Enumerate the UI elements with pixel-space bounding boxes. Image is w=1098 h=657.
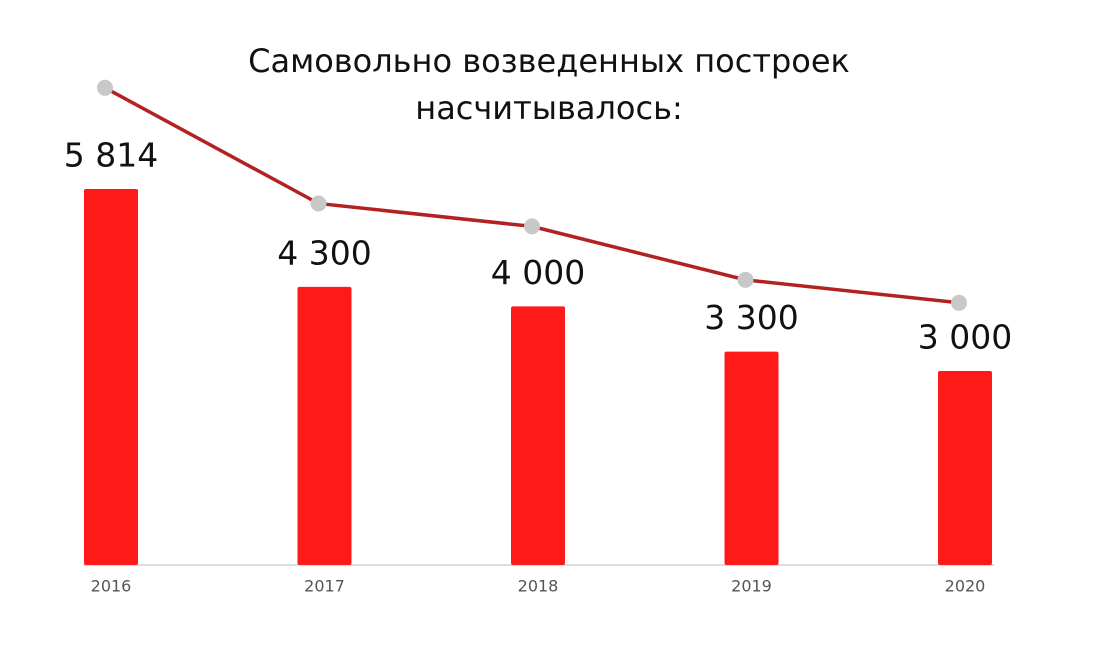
bar xyxy=(511,306,565,565)
chart-title: Самовольно возведенных построек насчитыв… xyxy=(248,42,850,127)
value-label: 4 300 xyxy=(277,233,371,272)
trend-marker xyxy=(97,79,113,96)
trend-marker xyxy=(737,271,754,288)
value-label: 4 000 xyxy=(491,253,585,292)
x-tick-label: 2018 xyxy=(518,577,559,596)
trend-marker xyxy=(951,294,967,311)
x-tick-label: 2016 xyxy=(91,577,132,596)
x-tick-label: 2020 xyxy=(945,577,986,596)
bar xyxy=(724,351,779,565)
value-label: 3 300 xyxy=(704,298,798,337)
x-tick-label: 2017 xyxy=(304,577,345,596)
bar xyxy=(297,286,352,565)
bar xyxy=(938,371,992,565)
value-label: 5 814 xyxy=(64,136,158,175)
trend-marker xyxy=(310,195,327,212)
value-label: 3 000 xyxy=(918,318,1012,357)
bar xyxy=(84,189,138,565)
trend-marker xyxy=(524,218,540,235)
x-tick-label: 2019 xyxy=(731,577,772,596)
